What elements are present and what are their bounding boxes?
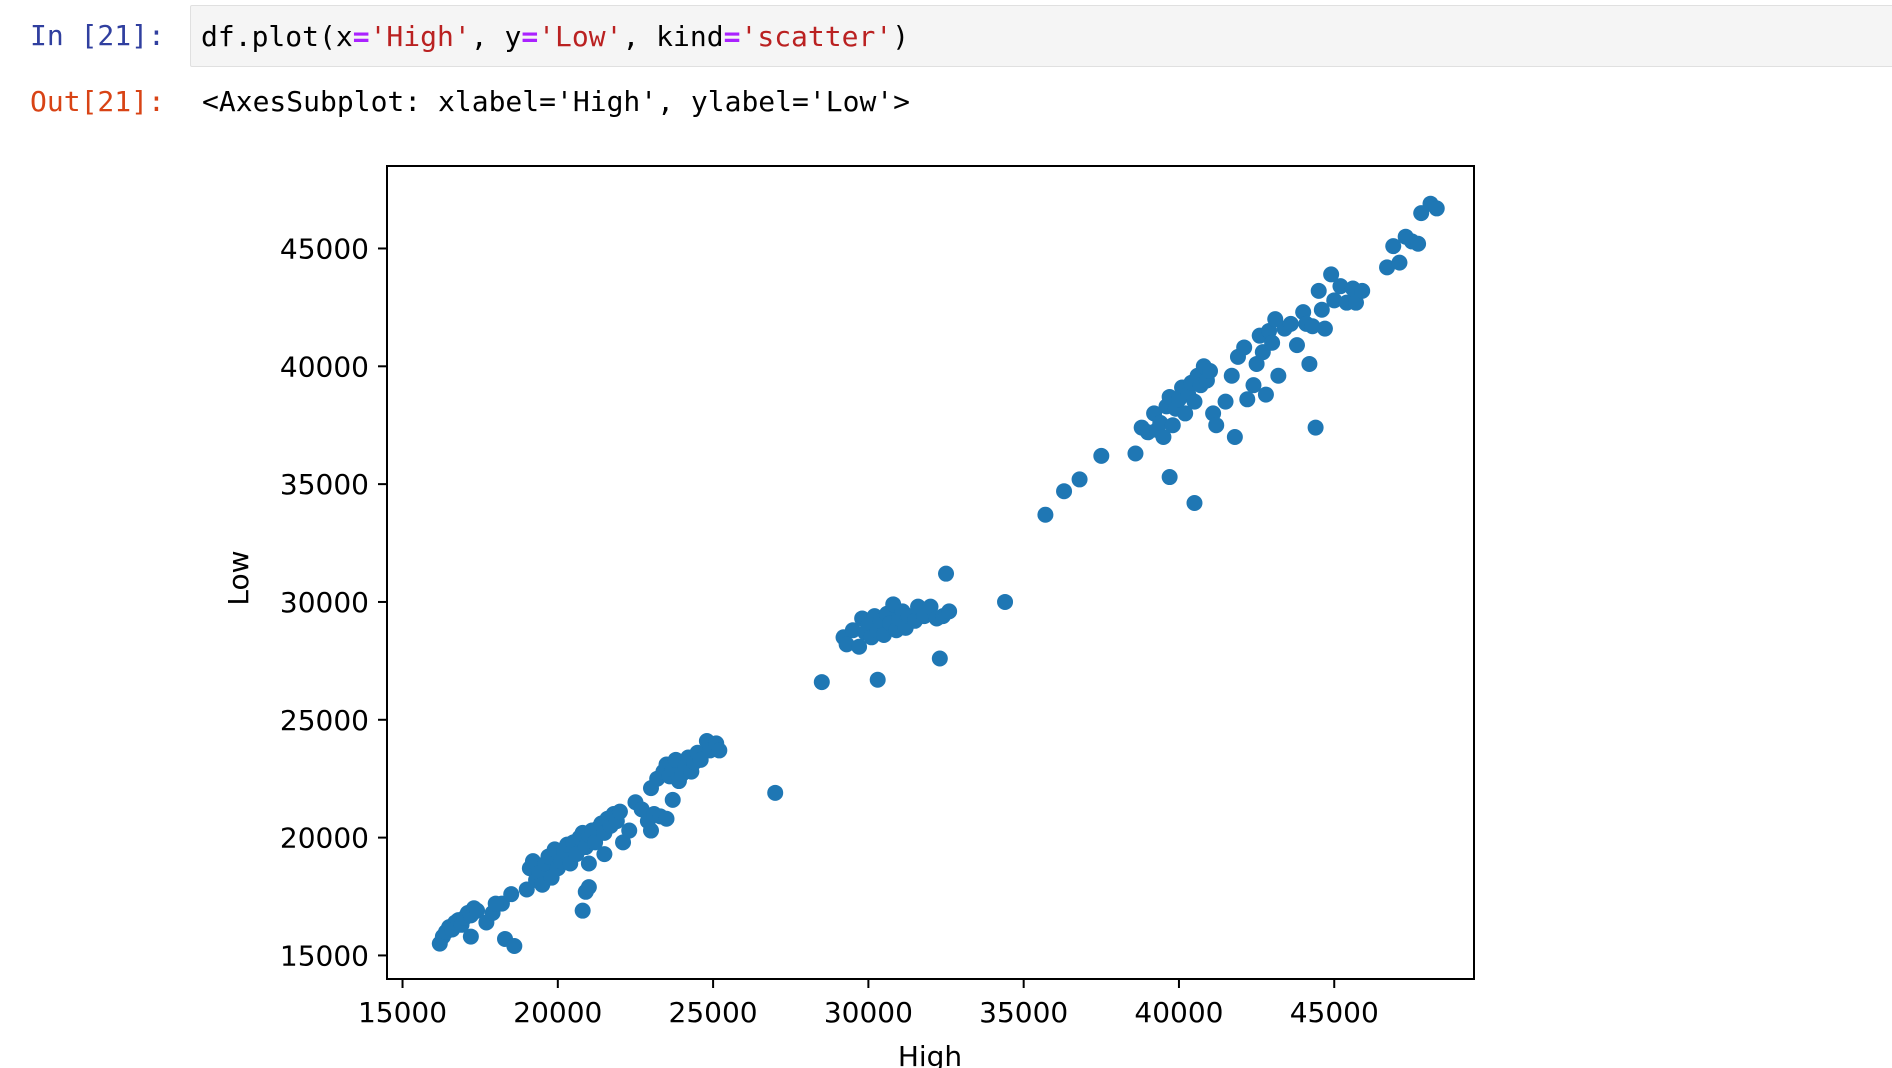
scatter-point bbox=[1186, 393, 1203, 410]
scatter-point bbox=[1245, 377, 1262, 394]
scatter-point bbox=[838, 636, 855, 653]
scatter-point bbox=[469, 902, 486, 919]
scatter-point bbox=[1385, 238, 1402, 255]
scatter-point bbox=[941, 603, 958, 620]
scatter-point bbox=[642, 822, 659, 839]
scatter-point bbox=[574, 902, 591, 919]
code-line: df.plot(x='High', y='Low', kind='scatter… bbox=[201, 20, 910, 53]
scatter-point bbox=[1379, 259, 1396, 276]
y-tick-label: 40000 bbox=[280, 350, 369, 383]
scatter-point bbox=[1152, 414, 1169, 431]
scatter-point bbox=[1093, 447, 1110, 464]
scatter-point bbox=[462, 928, 479, 945]
scatter-point bbox=[922, 598, 939, 615]
scatter-point bbox=[1304, 318, 1321, 335]
scatter-point bbox=[1071, 471, 1088, 488]
scatter-point bbox=[596, 846, 613, 863]
y-tick-label: 30000 bbox=[280, 586, 369, 619]
x-axis-label: High bbox=[898, 1040, 962, 1068]
scatter-point bbox=[813, 674, 830, 691]
scatter-point bbox=[1313, 301, 1330, 318]
scatter-point bbox=[1177, 405, 1194, 422]
scatter-point bbox=[1239, 391, 1256, 408]
x-tick-label: 20000 bbox=[513, 996, 602, 1029]
scatter-point bbox=[1164, 417, 1181, 434]
scatter-point bbox=[1202, 363, 1219, 380]
scatter-point bbox=[997, 593, 1014, 610]
scatter-point bbox=[869, 671, 886, 688]
scatter-point bbox=[1127, 445, 1144, 462]
scatter-point bbox=[1428, 200, 1445, 217]
scatter-point bbox=[1208, 417, 1225, 434]
scatter-point bbox=[633, 801, 650, 818]
scatter-point bbox=[1186, 494, 1203, 511]
scatter-point bbox=[1354, 282, 1371, 299]
scatter-point bbox=[1161, 469, 1178, 486]
scatter-point bbox=[851, 638, 868, 655]
scatter-point bbox=[487, 895, 504, 912]
y-tick-label: 15000 bbox=[280, 939, 369, 972]
scatter-point bbox=[1410, 235, 1427, 252]
input-prompt: In [21]: bbox=[30, 19, 165, 52]
scatter-point bbox=[1248, 355, 1265, 372]
y-tick-label: 20000 bbox=[280, 822, 369, 855]
scatter-point bbox=[1282, 315, 1299, 332]
code-cell-editor[interactable]: df.plot(x='High', y='Low', kind='scatter… bbox=[190, 5, 1892, 67]
scatter-point bbox=[580, 855, 597, 872]
scatter-point bbox=[931, 650, 948, 667]
scatter-point bbox=[767, 784, 784, 801]
x-axis: 15000 20000 25000 30000 35000 40000 45000 bbox=[358, 979, 1379, 1029]
y-tick-label: 45000 bbox=[280, 232, 369, 265]
scatter-point bbox=[938, 565, 955, 582]
scatter-point bbox=[1301, 355, 1318, 372]
output-prompt: Out[21]: bbox=[30, 85, 165, 118]
scatter-point bbox=[1326, 292, 1343, 309]
scatter-point bbox=[503, 886, 520, 903]
x-tick-label: 45000 bbox=[1290, 996, 1379, 1029]
scatter-point bbox=[875, 626, 892, 643]
x-tick-label: 30000 bbox=[824, 996, 913, 1029]
scatter-point bbox=[621, 822, 638, 839]
x-tick-label: 25000 bbox=[669, 996, 758, 1029]
scatter-point bbox=[1310, 282, 1327, 299]
scatter-point bbox=[658, 810, 675, 827]
scatter-point bbox=[1217, 393, 1234, 410]
scatter-point bbox=[615, 834, 632, 851]
output-text: <AxesSubplot: xlabel='High', ylabel='Low… bbox=[202, 85, 911, 118]
scatter-point bbox=[1226, 429, 1243, 445]
scatter-point bbox=[1323, 266, 1340, 283]
scatter-point bbox=[611, 803, 628, 820]
x-tick-label: 15000 bbox=[358, 996, 447, 1029]
y-axis-label: Low bbox=[222, 550, 255, 605]
scatter-point bbox=[1316, 320, 1333, 337]
scatter-point bbox=[1288, 337, 1305, 354]
scatter-points bbox=[431, 195, 1445, 955]
scatter-point bbox=[664, 791, 681, 808]
scatter-point bbox=[711, 742, 728, 759]
y-tick-label: 35000 bbox=[280, 468, 369, 501]
y-tick-label: 25000 bbox=[280, 704, 369, 737]
scatter-point bbox=[580, 879, 597, 896]
scatter-point bbox=[1223, 367, 1240, 384]
scatter-point bbox=[1155, 429, 1172, 445]
scatter-point bbox=[1257, 386, 1274, 403]
scatter-point bbox=[844, 622, 861, 639]
scatter-point bbox=[506, 938, 523, 955]
scatter-point bbox=[1347, 294, 1364, 311]
scatter-point bbox=[1037, 506, 1054, 523]
scatter-point bbox=[524, 853, 541, 870]
scatter-point bbox=[1332, 278, 1349, 295]
scatter-point bbox=[1236, 339, 1253, 356]
x-tick-label: 35000 bbox=[979, 996, 1068, 1029]
scatter-point bbox=[1307, 419, 1324, 436]
scatter-point bbox=[1264, 334, 1281, 351]
y-axis: 15000 20000 25000 30000 35000 40000 45000 bbox=[280, 232, 387, 972]
scatter-point bbox=[1270, 367, 1287, 384]
scatter-point bbox=[1056, 483, 1073, 500]
scatter-point bbox=[1391, 254, 1408, 271]
x-tick-label: 40000 bbox=[1134, 996, 1223, 1029]
